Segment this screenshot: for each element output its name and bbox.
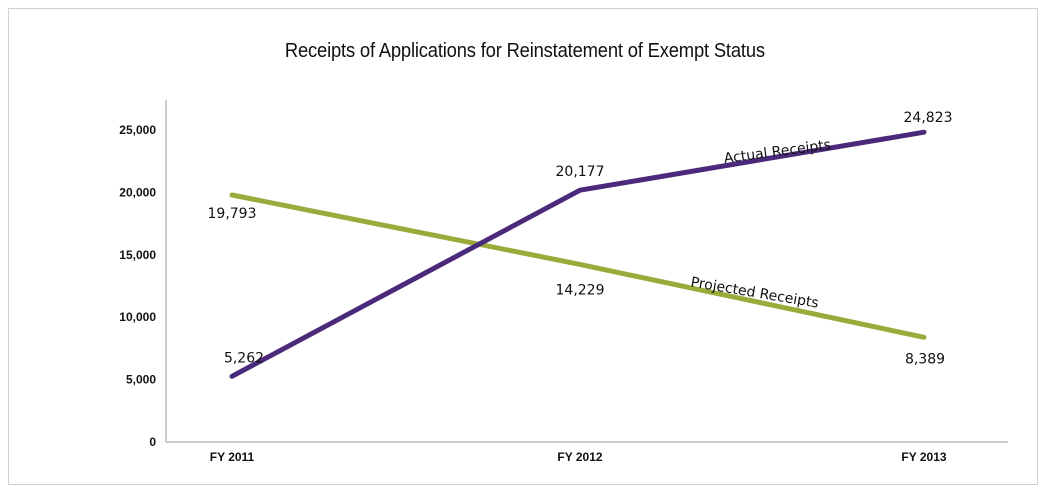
y-tick-label: 10,000 — [119, 310, 156, 324]
data-label-projected: 8,389 — [905, 351, 945, 367]
x-tick-label: FY 2012 — [557, 450, 602, 464]
y-tick-label: 5,000 — [126, 373, 156, 387]
chart-frame — [8, 8, 1038, 485]
data-label-actual: 20,177 — [556, 164, 605, 180]
data-label-projected: 14,229 — [556, 282, 605, 298]
y-tick-label: 20,000 — [119, 185, 156, 199]
y-tick-label: 0 — [149, 435, 156, 449]
series-labels: Actual Receipts Projected Receipts — [690, 137, 833, 312]
data-label-actual: 5,262 — [224, 350, 264, 366]
data-label-projected: 19,793 — [208, 206, 257, 222]
series-label-projected: Projected Receipts — [690, 274, 820, 311]
series-label-actual: Actual Receipts — [723, 137, 832, 167]
x-tick-label: FY 2011 — [210, 450, 255, 464]
y-axis-ticks: 0 5,000 10,000 15,000 20,000 25,000 — [119, 123, 156, 449]
chart-axes — [165, 100, 1008, 443]
y-tick-label: 25,000 — [119, 123, 156, 137]
series-line-actual — [229, 129, 927, 379]
data-label-actual: 24,823 — [904, 110, 953, 126]
x-axis-ticks: FY 2011 FY 2012 FY 2013 — [210, 450, 947, 464]
x-tick-label: FY 2013 — [901, 450, 946, 464]
series-lines — [229, 129, 927, 379]
series-line-projected — [229, 192, 927, 340]
y-tick-label: 15,000 — [119, 248, 156, 262]
chart-title: Receipts of Applications for Reinstateme… — [284, 40, 765, 62]
data-labels: 5,262 20,177 24,823 19,793 14,229 8,389 — [208, 110, 953, 367]
